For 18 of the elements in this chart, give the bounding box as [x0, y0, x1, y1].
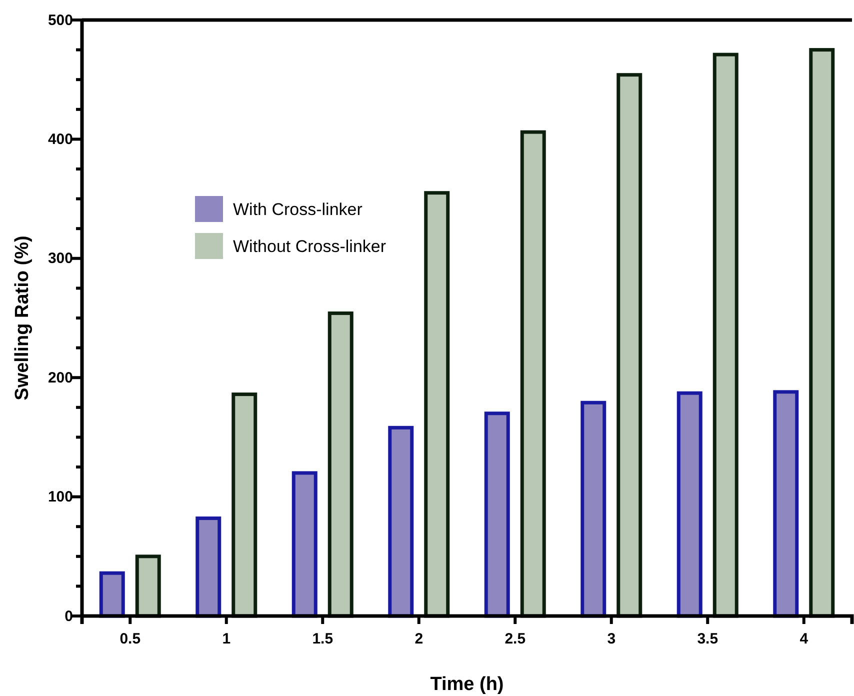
x-tick-label: 1.5 — [312, 630, 334, 648]
y-tick-label: 0 — [64, 608, 73, 625]
y-tick-label: 100 — [48, 488, 73, 506]
y-tick-label: 300 — [48, 250, 73, 268]
x-tick-label: 2.5 — [504, 630, 526, 648]
y-tick-label: 500 — [48, 12, 73, 29]
x-tick-label: 0.5 — [120, 630, 141, 648]
x-tick-label: 3 — [607, 630, 616, 648]
legend-label: Without Cross-linker — [233, 237, 386, 256]
y-tick-label: 400 — [48, 131, 73, 148]
x-tick-label: 4 — [800, 630, 809, 648]
x-axis-title: Time (h) — [430, 674, 504, 695]
x-tick-label: 2 — [414, 630, 424, 648]
x-tick-label: 1 — [222, 630, 231, 648]
y-tick-label: 200 — [48, 369, 73, 386]
x-tick-label: 3.5 — [697, 630, 718, 648]
y-axis-title: Swelling Ratio (%) — [12, 236, 33, 400]
legend-label: With Cross-linker — [233, 200, 363, 219]
